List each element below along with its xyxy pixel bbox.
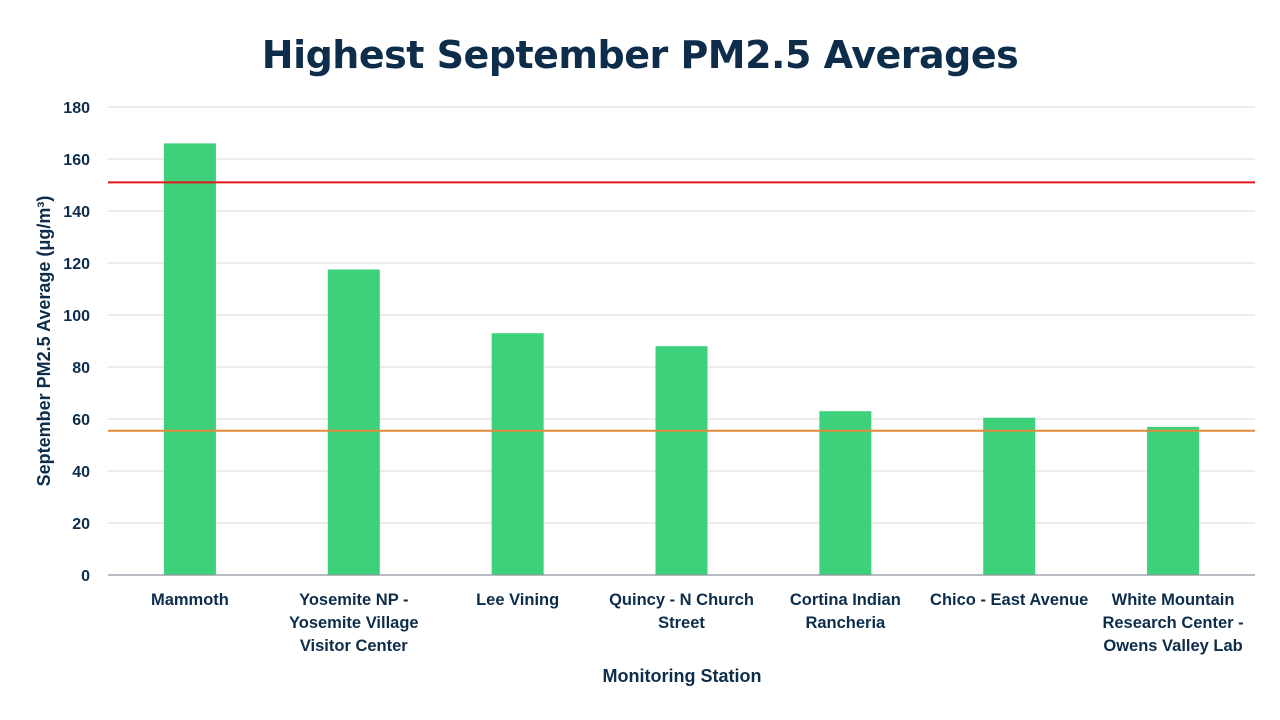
x-category-line: Quincy - N Church bbox=[609, 591, 754, 609]
y-tick-label: 160 bbox=[63, 152, 90, 169]
chart-title: Highest September PM2.5 Averages bbox=[262, 33, 1018, 77]
x-axis-categories: Mammoth Yosemite NP - Yosemite Village Visi… bbox=[151, 591, 1244, 655]
x-category-line: Visitor Center bbox=[300, 637, 408, 655]
x-category-line: White Mountain bbox=[1112, 591, 1235, 609]
bar bbox=[163, 143, 216, 575]
x-axis-label: Monitoring Station bbox=[603, 666, 762, 686]
x-category-label: Mammoth bbox=[151, 591, 229, 609]
bar bbox=[327, 269, 380, 575]
bar bbox=[819, 411, 872, 575]
x-category-line: Owens Valley Lab bbox=[1103, 637, 1242, 655]
x-category-line: Lee Vining bbox=[476, 591, 559, 609]
y-tick-label: 0 bbox=[81, 568, 90, 585]
x-category-line: Research Center - bbox=[1102, 614, 1243, 632]
y-tick-label: 140 bbox=[63, 204, 90, 221]
y-axis-ticks: 0 20 40 60 80 100 120 140 160 180 bbox=[63, 100, 90, 585]
y-tick-label: 20 bbox=[72, 516, 90, 533]
bar bbox=[491, 333, 544, 575]
x-category-line: Chico - East Avenue bbox=[930, 591, 1088, 609]
x-category-label: Quincy - N Church Street bbox=[609, 591, 754, 632]
bar bbox=[983, 417, 1036, 575]
x-category-line: Mammoth bbox=[151, 591, 229, 609]
y-tick-label: 40 bbox=[72, 464, 90, 481]
x-category-line: Cortina Indian bbox=[790, 591, 901, 609]
bar bbox=[655, 346, 708, 575]
x-category-line: Yosemite Village bbox=[289, 614, 419, 632]
gridlines bbox=[108, 106, 1255, 524]
y-tick-label: 180 bbox=[63, 100, 90, 117]
y-tick-label: 80 bbox=[72, 360, 90, 377]
y-tick-label: 60 bbox=[72, 412, 90, 429]
x-category-label: Lee Vining bbox=[476, 591, 559, 609]
x-category-line: Street bbox=[658, 614, 705, 632]
y-tick-label: 100 bbox=[63, 308, 90, 325]
x-category-label: Cortina Indian Rancheria bbox=[790, 591, 901, 632]
y-axis-label: September PM2.5 Average (μg/m³) bbox=[34, 196, 54, 487]
x-category-label: Chico - East Avenue bbox=[930, 591, 1088, 609]
x-category-line: Yosemite NP - bbox=[299, 591, 408, 609]
x-category-line: Rancheria bbox=[805, 614, 886, 632]
x-category-label: Yosemite NP - Yosemite Village Visitor Cen… bbox=[289, 591, 419, 655]
x-category-label: White Mountain Research Center - Owens Val… bbox=[1102, 591, 1243, 655]
bars bbox=[163, 143, 1200, 575]
bar bbox=[1147, 426, 1200, 575]
y-tick-label: 120 bbox=[63, 256, 90, 273]
reference-lines bbox=[108, 181, 1255, 432]
